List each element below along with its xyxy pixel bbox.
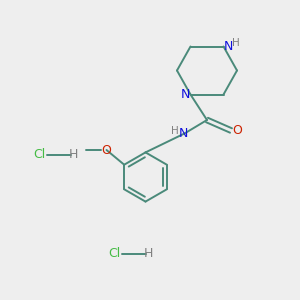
Text: N: N (180, 88, 190, 101)
Text: N: N (224, 40, 234, 53)
Text: H: H (171, 126, 179, 136)
Text: N: N (178, 127, 188, 140)
Text: O: O (233, 124, 242, 137)
Text: Cl: Cl (33, 148, 45, 161)
Text: H: H (232, 38, 240, 48)
Text: Cl: Cl (108, 247, 120, 260)
Text: H: H (144, 247, 153, 260)
Text: H: H (69, 148, 78, 161)
Text: O: O (102, 143, 111, 157)
